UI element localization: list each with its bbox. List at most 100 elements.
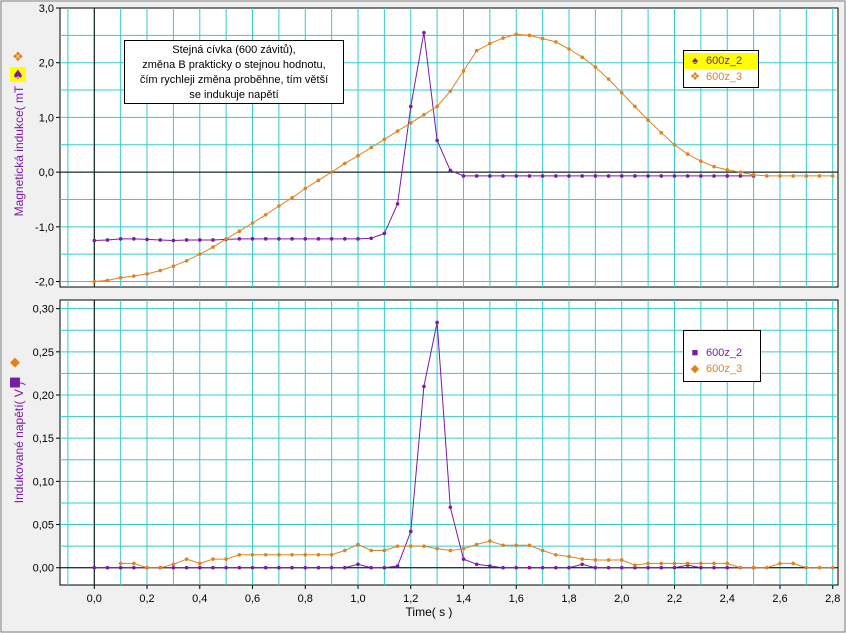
spade-icon: ♠ [12, 68, 24, 83]
x-axis-label: Time( s ) [406, 605, 453, 619]
data-point [474, 562, 479, 567]
data-point [501, 565, 505, 570]
x-tick-label: 1,6 [509, 593, 524, 605]
data-point [408, 544, 413, 548]
data-point [554, 552, 558, 557]
data-point [567, 554, 571, 559]
data-point [725, 565, 730, 570]
data-point [540, 548, 545, 553]
diamond-icon: ◆ [690, 363, 700, 375]
data-point [501, 543, 505, 548]
data-point [158, 238, 163, 242]
data-point [277, 565, 281, 570]
data-point [672, 142, 677, 147]
data-point [474, 174, 479, 178]
legend-top[interactable]: ♠ 600z_2 ❖ 600z_3 [683, 50, 759, 88]
data-point [461, 557, 466, 561]
y-tick-label: 0,10 [33, 476, 54, 488]
legend-item-600z-3[interactable]: ◆ 600z_3 [684, 361, 760, 377]
data-point [738, 174, 743, 178]
data-point [171, 562, 176, 567]
data-point [316, 237, 321, 241]
legend-bottom[interactable]: ■ 600z_2 ◆ 600z_3 [683, 330, 761, 382]
clover-icon: ❖ [12, 50, 24, 65]
data-point [501, 36, 505, 40]
legend-item-600z-2[interactable]: ♠ 600z_2 [684, 53, 758, 69]
data-point [343, 565, 347, 570]
data-point [263, 565, 268, 570]
data-point [764, 565, 769, 570]
data-point [105, 278, 110, 283]
data-point [356, 542, 360, 547]
data-point [356, 153, 360, 158]
y-tick-label: 3,0 [39, 3, 54, 15]
data-point [316, 565, 321, 570]
data-point [263, 237, 268, 241]
data-point [606, 565, 611, 570]
data-point [263, 552, 268, 557]
data-point [488, 174, 492, 178]
data-point [237, 565, 242, 570]
data-point [224, 557, 228, 561]
data-point [633, 104, 637, 109]
y-tick-label: 0,30 [33, 304, 54, 316]
data-point [369, 145, 374, 150]
data-point [237, 229, 242, 233]
data-point [712, 164, 716, 169]
data-point [329, 552, 334, 557]
data-point [92, 279, 97, 284]
data-point [290, 237, 294, 241]
data-point [329, 170, 334, 174]
data-point [118, 237, 123, 241]
data-point [316, 552, 321, 557]
data-point [474, 48, 479, 53]
data-point [382, 231, 387, 236]
legend-item-600z-3[interactable]: ❖ 600z_3 [684, 69, 758, 85]
data-point [488, 539, 492, 543]
data-point [633, 563, 637, 567]
data-point [132, 561, 136, 566]
data-point [554, 174, 558, 178]
data-point [685, 561, 690, 566]
data-point [395, 564, 400, 568]
data-point [356, 562, 360, 567]
data-point [250, 237, 255, 241]
data-point [316, 178, 321, 183]
data-point [408, 121, 413, 125]
y-tick-label: 0,15 [33, 433, 54, 445]
x-tick-label: 0,2 [139, 593, 154, 605]
data-point [118, 561, 123, 566]
data-point [606, 558, 611, 562]
data-point [290, 196, 294, 200]
annotation-box: Stejná cívka (600 závitů), změna B prakt… [124, 40, 344, 104]
data-point [804, 565, 809, 570]
x-tick-label: 1,4 [456, 593, 471, 605]
data-point [448, 548, 453, 553]
data-point [488, 41, 492, 46]
y-tick-label: 0,05 [33, 520, 54, 532]
data-point [211, 238, 215, 242]
legend-item-600z-2[interactable]: ■ 600z_2 [684, 345, 760, 361]
legend-label: 600z_2 [706, 55, 743, 67]
data-point [369, 565, 374, 570]
data-point [461, 69, 466, 73]
data-point [699, 159, 703, 163]
data-point [382, 548, 387, 553]
data-point [685, 152, 690, 156]
data-point [118, 275, 123, 280]
data-point [474, 542, 479, 547]
data-point [158, 268, 163, 273]
data-point [263, 212, 268, 217]
clover-icon: ❖ [690, 71, 700, 83]
data-point [395, 129, 400, 133]
data-point [435, 320, 439, 325]
data-point [343, 161, 347, 166]
x-tick-label: 2,4 [720, 593, 735, 605]
data-point [343, 548, 347, 553]
data-point [567, 47, 571, 51]
y-tick-label: -2,0 [35, 277, 54, 289]
data-point [830, 174, 835, 178]
data-point [211, 245, 215, 249]
